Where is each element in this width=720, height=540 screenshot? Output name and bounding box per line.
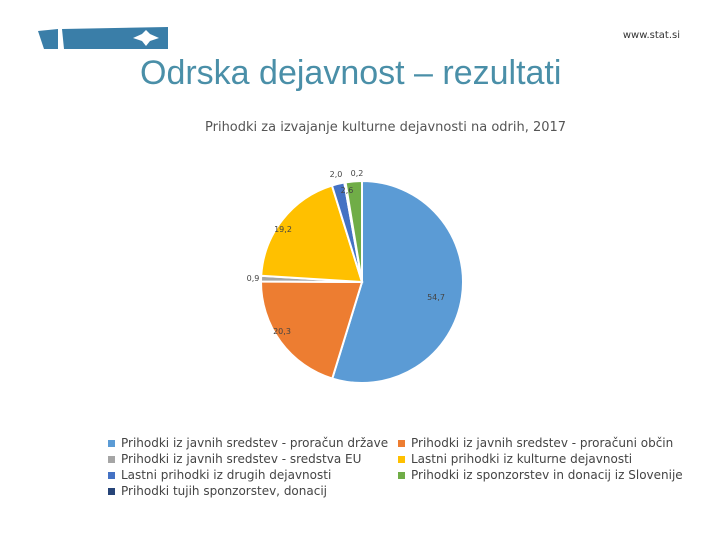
legend-swatch [108,439,115,447]
legend-swatch [108,487,115,495]
pie-slice [260,280,364,380]
slice-data-label: 54,7 [427,293,445,302]
legend-label: Lastni prihodki iz drugih dejavnosti [121,468,332,482]
legend-entry: Prihodki iz javnih sredstev - sredstva E… [108,452,398,466]
stat-logo [38,27,168,49]
slice-data-label: 2,0 [330,170,343,179]
legend-swatch [108,471,115,479]
legend-label: Prihodki iz javnih sredstev - proračuni … [411,436,674,450]
pie-slice [260,184,364,284]
legend-label: Prihodki iz javnih sredstev - sredstva E… [121,452,362,466]
pie-slice [344,179,363,283]
legend-entry: Prihodki tujih sponzorstev, donacij [108,484,398,498]
site-url[interactable]: www.stat.si [622,30,680,41]
legend-label: Lastni prihodki iz kulturne dejavnosti [411,452,633,466]
pie-slice [331,179,464,384]
slice-data-label: 2,6 [341,186,354,195]
legend-swatch [398,471,405,479]
legend-entry: Prihodki iz javnih sredstev - proračuni … [398,436,678,450]
legend-label: Prihodki tujih sponzorstev, donacij [121,484,327,498]
slice-data-label: 19,2 [274,225,292,234]
legend-swatch [398,455,405,463]
legend-entry: Prihodki iz javnih sredstev - proračun d… [108,436,398,450]
slice-data-label: 20,3 [273,327,291,336]
slide-title: Odrska dejavnost – rezultati [140,54,562,92]
slice-data-label: 0,2 [351,169,364,178]
legend-entry: Lastni prihodki iz drugih dejavnosti [108,468,398,482]
legend-swatch [398,439,405,447]
slice-data-label: 0,9 [247,274,260,283]
legend-swatch [108,455,115,463]
chart-title: Prihodki za izvajanje kulturne dejavnost… [205,120,567,135]
legend-entry: Lastni prihodki iz kulturne dejavnosti [398,452,678,466]
legend-entry: Prihodki iz sponzorstev in donacij iz Sl… [398,468,683,482]
legend-label: Prihodki iz sponzorstev in donacij iz Sl… [411,468,683,482]
legend-label: Prihodki iz javnih sredstev - proračun d… [121,436,389,450]
chart-legend: Prihodki iz javnih sredstev - proračun d… [108,436,688,498]
